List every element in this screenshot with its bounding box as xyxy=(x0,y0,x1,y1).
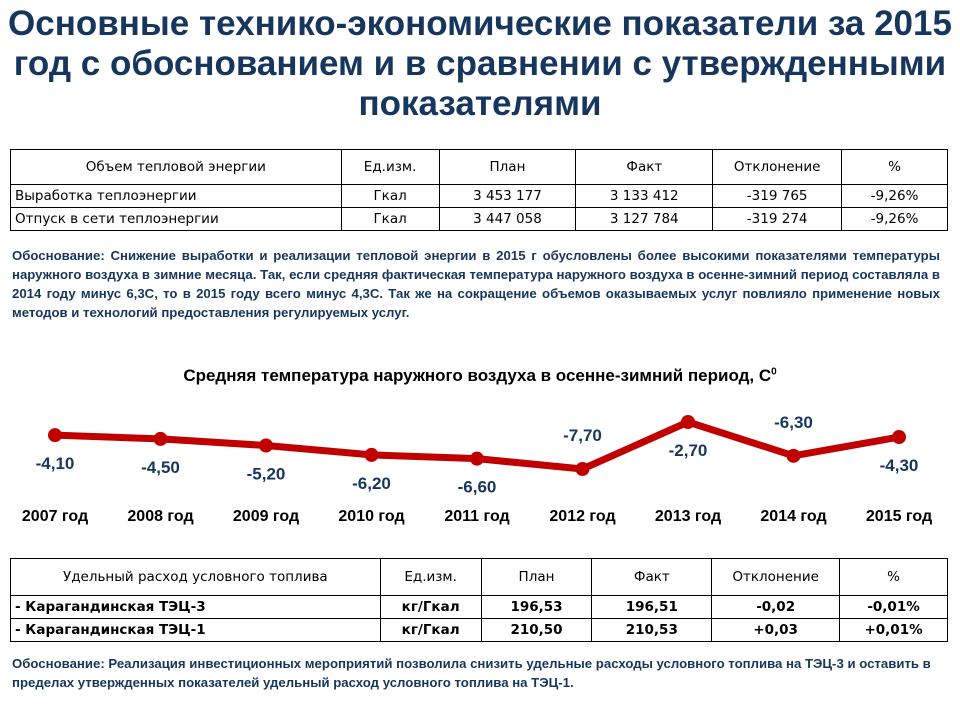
table-cell: - Карагандинская ТЭЦ-3 xyxy=(10,595,381,619)
fuel-consumption-table: Удельный расход условного топлива Ед.изм… xyxy=(10,558,948,642)
table-row: Выработка теплоэнергии Гкал 3 453 177 3 … xyxy=(10,184,948,208)
data-point xyxy=(786,448,801,463)
data-point xyxy=(48,428,62,443)
table-cell: 196,51 xyxy=(591,595,713,619)
data-label: -4,10 xyxy=(36,454,75,473)
table-cell: Гкал xyxy=(340,207,440,231)
table-cell: +0,03 xyxy=(711,618,841,642)
data-point xyxy=(575,462,590,476)
data-point xyxy=(259,438,273,453)
justification-note-fuel: Обоснование: Реализация инвестиционных м… xyxy=(12,656,931,690)
table-row: - Карагандинская ТЭЦ-3 кг/Гкал 196,53 19… xyxy=(10,595,948,619)
table-cell: 3 453 177 xyxy=(438,184,577,208)
table-cell: 3 133 412 xyxy=(575,184,714,208)
chart-title-superscript: 0 xyxy=(771,366,777,378)
chart-title: Средняя температура наружного воздуха в … xyxy=(0,366,960,386)
table-cell: -9,26% xyxy=(841,184,948,208)
data-label: -5,20 xyxy=(247,465,286,484)
column-header: Объем тепловой энергии xyxy=(10,149,342,185)
data-point xyxy=(892,430,906,445)
data-point xyxy=(470,451,484,466)
x-tick-label: 2009 год xyxy=(233,508,299,525)
table-cell: -9,26% xyxy=(841,207,948,231)
x-tick-label: 2008 год xyxy=(127,508,193,525)
table-cell: 210,53 xyxy=(591,618,713,642)
data-label: -4,50 xyxy=(141,458,180,477)
table-cell: 210,50 xyxy=(480,618,593,642)
table-cell: Отпуск в сети теплоэнергии xyxy=(10,207,342,231)
x-tick-label: 2011 год xyxy=(444,508,509,525)
table-row: Отпуск в сети теплоэнергии Гкал 3 447 05… xyxy=(10,207,948,231)
data-point xyxy=(153,431,168,446)
table-cell: Гкал xyxy=(340,184,440,208)
x-tick-label: 2015 год xyxy=(866,508,932,525)
x-tick-label: 2010 год xyxy=(338,508,404,525)
page-title: Основные технико-экономические показател… xyxy=(8,4,952,123)
table-row: - Карагандинская ТЭЦ-1 кг/Гкал 210,50 21… xyxy=(10,618,948,642)
column-header: Ед.изм. xyxy=(340,149,440,185)
x-tick-label: 2007 год xyxy=(22,508,88,525)
heat-energy-table: Объем тепловой энергии Ед.изм. План Факт… xyxy=(10,149,948,231)
data-label: -6,30 xyxy=(774,413,813,432)
column-header: Ед.изм. xyxy=(379,558,482,596)
column-header: % xyxy=(839,558,948,596)
data-label: -4,30 xyxy=(880,456,919,475)
temperature-line-chart: -4,10 2007 год -4,50 2008 год -5,20 2009 год -… xyxy=(22,413,932,525)
table-cell: -0,02 xyxy=(711,595,841,619)
x-tick-label: 2014 год xyxy=(760,508,826,525)
table-header-row: Удельный расход условного топлива Ед.изм… xyxy=(10,558,948,596)
justification-note-heat: Обоснование: Снижение выработки и реализ… xyxy=(12,248,940,320)
column-header: Отклонение xyxy=(712,149,843,185)
table-cell: -319 765 xyxy=(712,184,843,208)
data-label: -2,70 xyxy=(669,441,708,460)
column-header: % xyxy=(841,149,948,185)
chart-title-text: Средняя температура наружного воздуха в … xyxy=(183,366,772,385)
data-label: -6,60 xyxy=(458,478,497,497)
column-header: План xyxy=(438,149,577,185)
table-cell: -319 274 xyxy=(712,207,843,231)
table-cell: кг/Гкал xyxy=(379,618,482,642)
table-header-row: Объем тепловой энергии Ед.изм. План Факт… xyxy=(10,149,948,185)
table-cell: 3 447 058 xyxy=(438,207,577,231)
table-cell: - Карагандинская ТЭЦ-1 xyxy=(10,618,381,642)
data-label: -7,70 xyxy=(563,426,602,445)
table-cell: кг/Гкал xyxy=(379,595,482,619)
column-header: Удельный расход условного топлива xyxy=(10,558,381,596)
table-cell: Выработка теплоэнергии xyxy=(10,184,342,208)
table-cell: +0,01% xyxy=(839,618,948,642)
data-label: -6,20 xyxy=(352,474,391,493)
data-point xyxy=(681,415,695,429)
table-cell: -0,01% xyxy=(839,595,948,619)
table-cell: 3 127 784 xyxy=(575,207,714,231)
column-header: Факт xyxy=(575,149,714,185)
x-tick-label: 2012 год xyxy=(549,508,615,525)
column-header: Отклонение xyxy=(711,558,841,596)
column-header: Факт xyxy=(591,558,713,596)
x-tick-label: 2013 год xyxy=(655,508,721,525)
table-cell: 196,53 xyxy=(480,595,593,619)
data-point xyxy=(364,447,379,462)
column-header: План xyxy=(480,558,593,596)
